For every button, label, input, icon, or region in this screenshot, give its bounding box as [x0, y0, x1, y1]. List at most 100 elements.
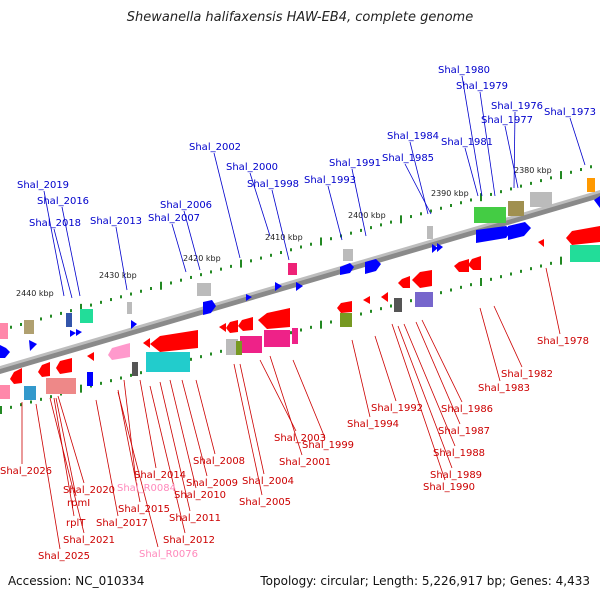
- tick-mark: [240, 259, 242, 268]
- gene-label-shal-2014[interactable]: Shal_2014: [134, 470, 186, 481]
- gene-label-shal-2002[interactable]: Shal_2002: [189, 142, 241, 153]
- leader-line: [183, 210, 201, 271]
- gene-label-shal-2011[interactable]: Shal_2011: [169, 513, 221, 524]
- scale-label-2440: 2440 kbp: [16, 289, 54, 298]
- gene-label-shal-1984[interactable]: Shal_1984: [387, 131, 439, 142]
- tick-mark: [560, 256, 562, 265]
- gene-label-rplt[interactable]: rplT: [66, 518, 86, 529]
- gene-label-shal-2020[interactable]: Shal_2020: [63, 485, 115, 496]
- leader-line: [391, 323, 446, 481]
- gene-box: [474, 207, 506, 223]
- tick-mark: [290, 248, 292, 252]
- tick-mark: [490, 277, 492, 281]
- gene-label-shal-1993[interactable]: Shal_1993: [304, 175, 356, 186]
- gene-label-shal-2018[interactable]: Shal_2018: [29, 218, 81, 229]
- gene-box: [292, 328, 298, 344]
- gene-label-shal-2006[interactable]: Shal_2006: [160, 200, 212, 211]
- gene-label-shal-r0076[interactable]: Shal_R0076: [139, 549, 198, 560]
- scale-label-2420: 2420 kbp: [183, 254, 221, 263]
- gene-label-shal-2016[interactable]: Shal_2016: [37, 196, 89, 207]
- gene-label-shal-1980[interactable]: Shal_1980: [438, 65, 490, 76]
- gene-box: [24, 320, 34, 334]
- gene-label-shal-2015[interactable]: Shal_2015: [118, 504, 170, 515]
- gene-label-shal-2021[interactable]: Shal_2021: [63, 535, 115, 546]
- gene-label-shal-2013[interactable]: Shal_2013: [90, 216, 142, 227]
- gene-label-shal-1979[interactable]: Shal_1979: [456, 81, 508, 92]
- leader-line: [404, 163, 432, 215]
- tick-mark: [500, 275, 502, 279]
- gene-box: [226, 339, 238, 355]
- gene-label-shal-2004[interactable]: Shal_2004: [242, 476, 294, 487]
- tick-mark: [420, 212, 422, 216]
- gene-arrow: [468, 256, 481, 270]
- gene-label-shal-r0084[interactable]: Shal_R0084: [117, 483, 176, 494]
- leader-line: [493, 305, 523, 368]
- gene-label-shal-1985[interactable]: Shal_1985: [382, 153, 434, 164]
- gene-label-shal-1998[interactable]: Shal_1998: [247, 179, 299, 190]
- gene-label-shal-1987[interactable]: Shal_1987: [438, 426, 490, 437]
- tick-mark: [320, 237, 322, 246]
- gene-label-shal-1991[interactable]: Shal_1991: [329, 158, 381, 169]
- tick-mark: [0, 406, 2, 414]
- gene-label-shal-1988[interactable]: Shal_1988: [433, 448, 485, 459]
- tick-mark: [280, 251, 282, 255]
- tick-mark: [160, 281, 162, 290]
- gene-label-shal-1982[interactable]: Shal_1982: [501, 369, 553, 380]
- gene-label-shal-1983[interactable]: Shal_1983: [478, 383, 530, 394]
- tick-mark: [20, 322, 22, 326]
- tick-mark: [220, 267, 222, 271]
- tick-mark: [450, 204, 452, 207]
- gene-label-shal-2003[interactable]: Shal_2003: [274, 433, 326, 444]
- tick-mark: [170, 281, 172, 285]
- gene-label-shal-1994[interactable]: Shal_1994: [347, 419, 399, 430]
- tick-mark: [220, 349, 222, 353]
- tick-mark: [110, 379, 112, 383]
- tick-mark: [530, 181, 532, 185]
- gene-label-shal-1992[interactable]: Shal_1992: [371, 403, 423, 414]
- gene-label-shal-1981[interactable]: Shal_1981: [441, 137, 493, 148]
- gene-label-shal-1986[interactable]: Shal_1986: [441, 404, 493, 415]
- gene-label-shal-1978[interactable]: Shal_1978: [537, 336, 589, 347]
- gene-label-shal-2012[interactable]: Shal_2012: [163, 535, 215, 546]
- gene-label-shal-2010[interactable]: Shal_2010: [174, 490, 226, 501]
- gene-label-shal-2025[interactable]: Shal_2025: [38, 551, 90, 562]
- tick-mark: [80, 303, 82, 312]
- gene-label-shal-2019[interactable]: Shal_2019: [17, 180, 69, 191]
- gene-label-shal-2000[interactable]: Shal_2000: [226, 162, 278, 173]
- gene-label-shal-2005[interactable]: Shal_2005: [239, 497, 291, 508]
- leader-line: [61, 206, 81, 297]
- tick-mark: [550, 176, 552, 180]
- tick-mark: [270, 253, 272, 257]
- gene-label-shal-1973[interactable]: Shal_1973: [544, 107, 596, 118]
- gene-label-shal-2001[interactable]: Shal_2001: [279, 457, 331, 468]
- gene-label-shal-1977[interactable]: Shal_1977: [481, 115, 533, 126]
- tick-mark: [390, 304, 392, 308]
- tick-mark: [210, 352, 212, 356]
- tick-mark: [430, 209, 432, 213]
- leader-line: [117, 389, 141, 503]
- gene-label-shal-2008[interactable]: Shal_2008: [193, 456, 245, 467]
- gene-box: [66, 313, 72, 327]
- tick-mark: [90, 303, 92, 307]
- gene-label-shal-1990[interactable]: Shal_1990: [423, 482, 475, 493]
- tick-mark: [100, 381, 102, 385]
- scale-label-2430: 2430 kbp: [99, 271, 137, 280]
- leader-line: [249, 172, 271, 237]
- tick-mark: [300, 245, 302, 249]
- leader-line: [569, 117, 586, 166]
- gene-label-shal-1976[interactable]: Shal_1976: [491, 101, 543, 112]
- gene-arrow: [412, 270, 432, 288]
- gene-label-shal-2007[interactable]: Shal_2007: [148, 213, 200, 224]
- gene-arrow: [150, 330, 198, 352]
- tick-mark: [150, 287, 152, 290]
- gene-label-shal-2017[interactable]: Shal_2017: [96, 518, 148, 529]
- gene-label-rpmi[interactable]: rpmI: [67, 498, 90, 509]
- gene-label-shal-2026[interactable]: Shal_2026: [0, 466, 52, 477]
- tick-mark: [440, 206, 442, 210]
- gene-label-shal-1999[interactable]: Shal_1999: [302, 440, 354, 451]
- leader-line: [115, 226, 128, 291]
- gene-label-shal-1989[interactable]: Shal_1989: [430, 470, 482, 481]
- leader-line: [95, 399, 119, 517]
- leader-line: [479, 307, 501, 382]
- gene-label-shal-2009[interactable]: Shal_2009: [186, 478, 238, 489]
